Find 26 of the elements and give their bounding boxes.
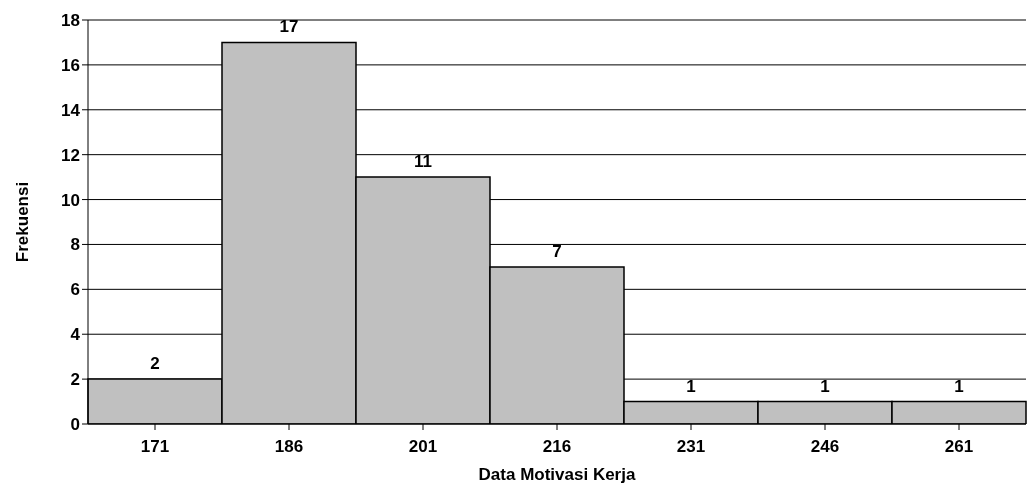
y-tick-label: 0 (70, 415, 80, 435)
data-label: 1 (820, 376, 830, 396)
x-tick-label: 201 (408, 437, 438, 457)
x-tick-label: 231 (676, 437, 706, 457)
x-tick-label: 186 (274, 437, 304, 457)
y-tick-label: 14 (61, 100, 81, 120)
x-tick-label: 216 (542, 437, 572, 457)
data-label: 1 (686, 376, 696, 396)
x-tick-label: 261 (944, 437, 974, 457)
x-tick-label: 246 (810, 437, 840, 457)
y-tick-label: 18 (61, 11, 80, 31)
y-tick-label: 12 (61, 145, 80, 165)
data-label: 17 (279, 17, 299, 37)
y-axis-title: Frekuensi (13, 181, 33, 263)
data-label: 1 (954, 376, 964, 396)
y-tick-label: 16 (61, 55, 80, 75)
x-tick-label: 171 (140, 437, 170, 457)
x-axis-title: Data Motivasi Kerja (478, 465, 636, 485)
y-tick-label: 10 (61, 190, 80, 210)
y-tick-label: 4 (70, 325, 81, 345)
y-tick-label: 6 (70, 280, 80, 300)
data-label: 11 (414, 152, 432, 172)
data-label: 7 (552, 241, 562, 261)
y-tick-label: 8 (70, 235, 80, 255)
y-tick-label: 2 (70, 370, 80, 390)
data-label: 2 (150, 354, 160, 374)
